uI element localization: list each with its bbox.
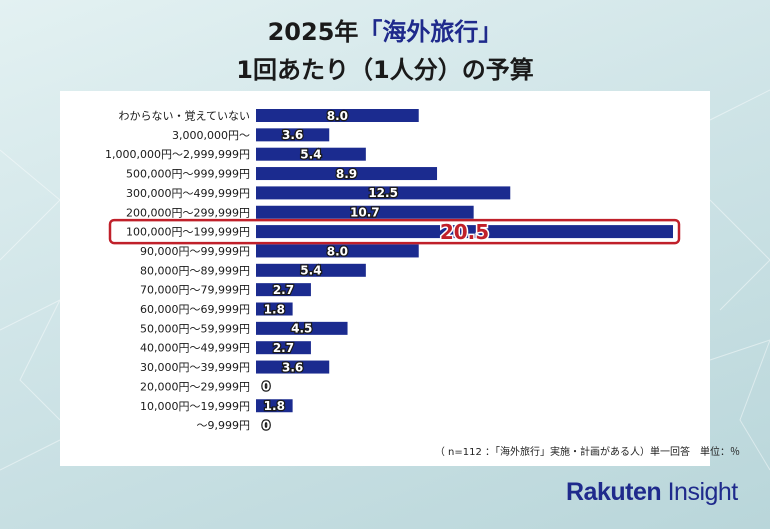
- highlight-box: [108, 218, 681, 245]
- bar: [256, 263, 366, 277]
- bar: [256, 244, 419, 258]
- value-label: 20.5: [440, 220, 489, 244]
- category-label: 300,000円～499,999円: [126, 187, 250, 200]
- bar: [256, 399, 293, 413]
- bar: [256, 205, 474, 219]
- rakuten-insight-logo: Rakuten Insight: [566, 478, 738, 507]
- bar: [256, 321, 348, 335]
- value-label: 2.7: [273, 341, 294, 355]
- value-label: 5.4: [300, 264, 321, 278]
- category-label: わからない・覚えていない: [119, 110, 250, 123]
- category-label: 80,000円～89,999円: [140, 264, 250, 277]
- value-label: 3.6: [282, 128, 303, 142]
- chart-note: （ n=112 ：「海外旅行」実施・計画がある人）単一回答 単位：％: [434, 447, 740, 458]
- bar: [256, 302, 293, 316]
- value-label: 10.7: [350, 206, 380, 220]
- chart-title-line2: 1回あたり（1人分）の予算: [236, 56, 534, 84]
- value-label: 1.8: [264, 302, 285, 316]
- category-label: 20,000円～29,999円: [140, 380, 250, 393]
- logo-product: Insight: [667, 478, 739, 506]
- category-label: 100,000円～199,999円: [126, 226, 250, 239]
- category-label: 3,000,000円～: [172, 129, 250, 142]
- category-label: ～9,999円: [197, 419, 251, 432]
- bar-chart: わからない・覚えていない 8.0 3,000,000円～ 3.6 1,000,000円～…: [105, 108, 681, 434]
- chart-panel: わからない・覚えていない 8.0 3,000,000円～ 3.6 1,000,000円～…: [60, 91, 710, 466]
- category-label: 500,000円～999,999円: [126, 168, 250, 181]
- chart-title-line1: 2025年「海外旅行」: [0, 12, 770, 47]
- bar: [256, 147, 366, 161]
- bar: [256, 167, 438, 181]
- category-label: 50,000円～59,999円: [140, 322, 250, 335]
- bar: [256, 360, 330, 374]
- value-label: 8.0: [327, 244, 348, 258]
- value-label: 5.4: [300, 148, 321, 162]
- value-label: 4.5: [291, 322, 312, 336]
- value-label: 8.0: [327, 109, 348, 123]
- bar: [256, 341, 311, 355]
- category-label: 200,000円～299,999円: [126, 206, 250, 219]
- value-label: 3.6: [282, 360, 303, 374]
- value-label: 2.7: [273, 283, 294, 297]
- category-label: 30,000円～39,999円: [140, 361, 250, 374]
- value-label: 1.8: [264, 399, 285, 413]
- title-topic: 「海外旅行」: [358, 18, 503, 46]
- value-label: 8.9: [336, 167, 357, 181]
- bar: [256, 186, 511, 200]
- category-label: 40,000円～49,999円: [140, 342, 250, 355]
- title-year: 2025年: [267, 18, 359, 46]
- logo-brand: Rakuten: [566, 478, 662, 506]
- value-label: 0: [262, 380, 270, 394]
- value-label: 0: [262, 418, 270, 432]
- category-label: 90,000円～99,999円: [140, 245, 250, 258]
- category-label: 70,000円～79,999円: [140, 284, 250, 297]
- bar: [256, 283, 311, 297]
- category-label: 1,000,000円～2,999,999円: [105, 148, 250, 161]
- bar: [256, 109, 419, 122]
- category-label: 60,000円～69,999円: [140, 303, 250, 316]
- category-label: 10,000円～19,999円: [140, 400, 250, 413]
- bar: [256, 225, 673, 239]
- value-label: 12.5: [368, 186, 398, 200]
- bar: [256, 128, 330, 142]
